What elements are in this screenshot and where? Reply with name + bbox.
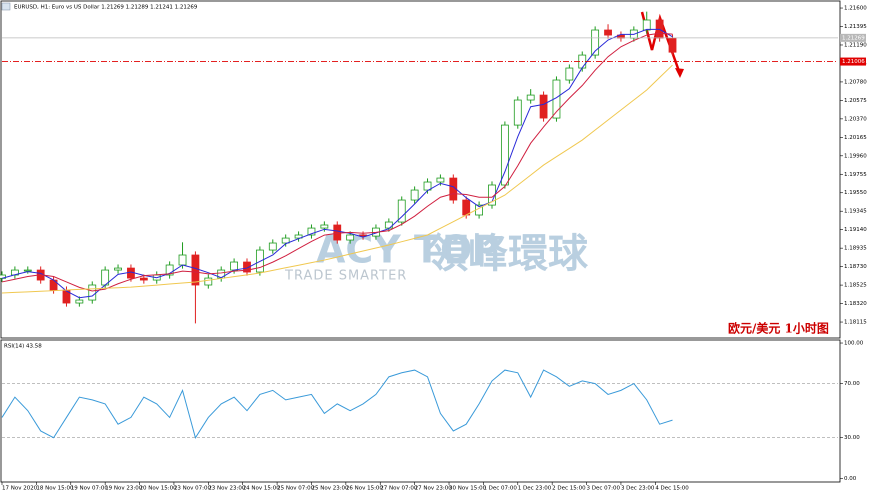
candle-body [384, 221, 393, 229]
candle-body [88, 284, 97, 301]
y-tick-label: 1.20575 [844, 98, 867, 104]
y-tick-label: 1.20370 [844, 116, 867, 122]
y-tick-label: 1.20780 [844, 79, 867, 85]
candle-body [410, 189, 419, 201]
candle-body [539, 94, 548, 119]
x-tick-label: 3 Dec 07:00 [587, 486, 621, 492]
x-tick-label: 27 Nov 23:00 [415, 486, 453, 492]
price-frame [0, 0, 841, 339]
y-tick-label: 1.18320 [844, 301, 867, 307]
candle-body [178, 254, 187, 266]
y-tick-label: 1.20165 [844, 135, 867, 141]
y-tick-label: 1.19140 [844, 227, 867, 233]
x-tick-label: 26 Nov 15:00 [346, 486, 384, 492]
rsi-line [1, 369, 673, 439]
chart-title: EURUSD, H1: Euro vs US Dollar 1.21269 1.… [14, 5, 198, 11]
candle-body [268, 242, 277, 251]
y-tick-label: 1.21190 [844, 42, 867, 48]
rsi-frame [0, 339, 841, 483]
watermark-slogan: TRADE SMARTER [284, 269, 407, 284]
y-tick-label: 1.19755 [844, 172, 867, 178]
candle-body [75, 299, 84, 304]
price-tag-label: 1.21269 [842, 35, 865, 41]
x-tick-label: 30 Nov 15:00 [449, 486, 487, 492]
x-tick-label: 1 Dec 23:00 [518, 486, 552, 492]
y-tick-label: 1.21600 [844, 6, 867, 12]
candle-body [423, 181, 432, 191]
candle-body [114, 267, 122, 271]
y-tick-label: 1.18525 [844, 283, 867, 289]
candle-body [230, 261, 239, 271]
candle-body [294, 234, 303, 239]
x-tick-label: 20 Nov 15:00 [140, 486, 178, 492]
y-tick-label: 1.19960 [844, 153, 867, 159]
chart-annotation: 欧元/美元 1小时图 [728, 321, 829, 336]
candle-body [565, 67, 574, 81]
price-tag [840, 57, 866, 66]
candle-body [204, 277, 213, 286]
price-tag [840, 33, 866, 42]
candle-body [604, 29, 612, 36]
y-tick-label: 1.18115 [844, 320, 867, 326]
candle-body [307, 227, 316, 236]
candle-body [346, 234, 355, 241]
x-tick-label: 2 Dec 15:00 [552, 486, 586, 492]
y-tick-label: 1.19345 [844, 209, 867, 215]
symbol-icon [1, 2, 11, 11]
y-tick-label: 1.19550 [844, 190, 867, 196]
candle-body [165, 264, 174, 276]
x-tick-label: 25 Nov 23:00 [311, 486, 349, 492]
watermark-brand: 領峰環球 [428, 231, 589, 277]
x-tick-label: 1 Dec 07:00 [483, 486, 517, 492]
x-tick-label: 19 Nov 07:00 [71, 486, 109, 492]
candle-body [642, 19, 651, 31]
x-tick-label: 18 Nov 15:00 [36, 486, 74, 492]
candle-body [23, 269, 32, 272]
x-tick-label: 3 Dec 23:00 [621, 486, 655, 492]
moving-average [1, 32, 673, 292]
candle-body [591, 29, 600, 56]
candle-body [436, 177, 445, 183]
x-tick-label: 4 Dec 15:00 [655, 486, 689, 492]
candle-body [139, 277, 148, 281]
y-tick-label: 30.00 [844, 435, 860, 441]
y-tick-label: 0.00 [844, 476, 857, 482]
x-tick-label: 17 Nov 2020 [2, 486, 38, 492]
y-tick-label: 70.00 [844, 381, 860, 387]
x-tick-label: 24 Nov 15:00 [243, 486, 281, 492]
candle-body [243, 261, 251, 273]
x-tick-label: 25 Nov 07:00 [277, 486, 315, 492]
candle-body [500, 124, 509, 186]
x-tick-label: 23 Nov 23:00 [208, 486, 246, 492]
candle-body [281, 237, 290, 244]
arrow-head [675, 68, 684, 78]
x-tick-label: 19 Nov 23:00 [105, 486, 143, 492]
rsi-title: RSI(14) 43.58 [4, 344, 42, 350]
x-tick-label: 23 Nov 07:00 [174, 486, 212, 492]
candle-body [333, 224, 342, 241]
candle-body [462, 199, 471, 216]
y-tick-label: 1.18730 [844, 264, 867, 270]
y-tick-label: 1.21395 [844, 24, 867, 30]
candle-body [191, 254, 200, 286]
candle-body [397, 199, 406, 223]
moving-average [1, 28, 673, 299]
y-tick-label: 1.18935 [844, 246, 867, 252]
candle-body [668, 37, 677, 53]
candle-body [513, 99, 522, 126]
moving-average [1, 64, 673, 294]
candle-body [488, 184, 496, 206]
y-tick-label: 100.00 [844, 341, 864, 347]
x-tick-label: 27 Nov 07:00 [380, 486, 418, 492]
candle-body [320, 224, 329, 229]
price-tag-label: 1.21006 [842, 59, 865, 65]
candle-body [526, 94, 535, 101]
